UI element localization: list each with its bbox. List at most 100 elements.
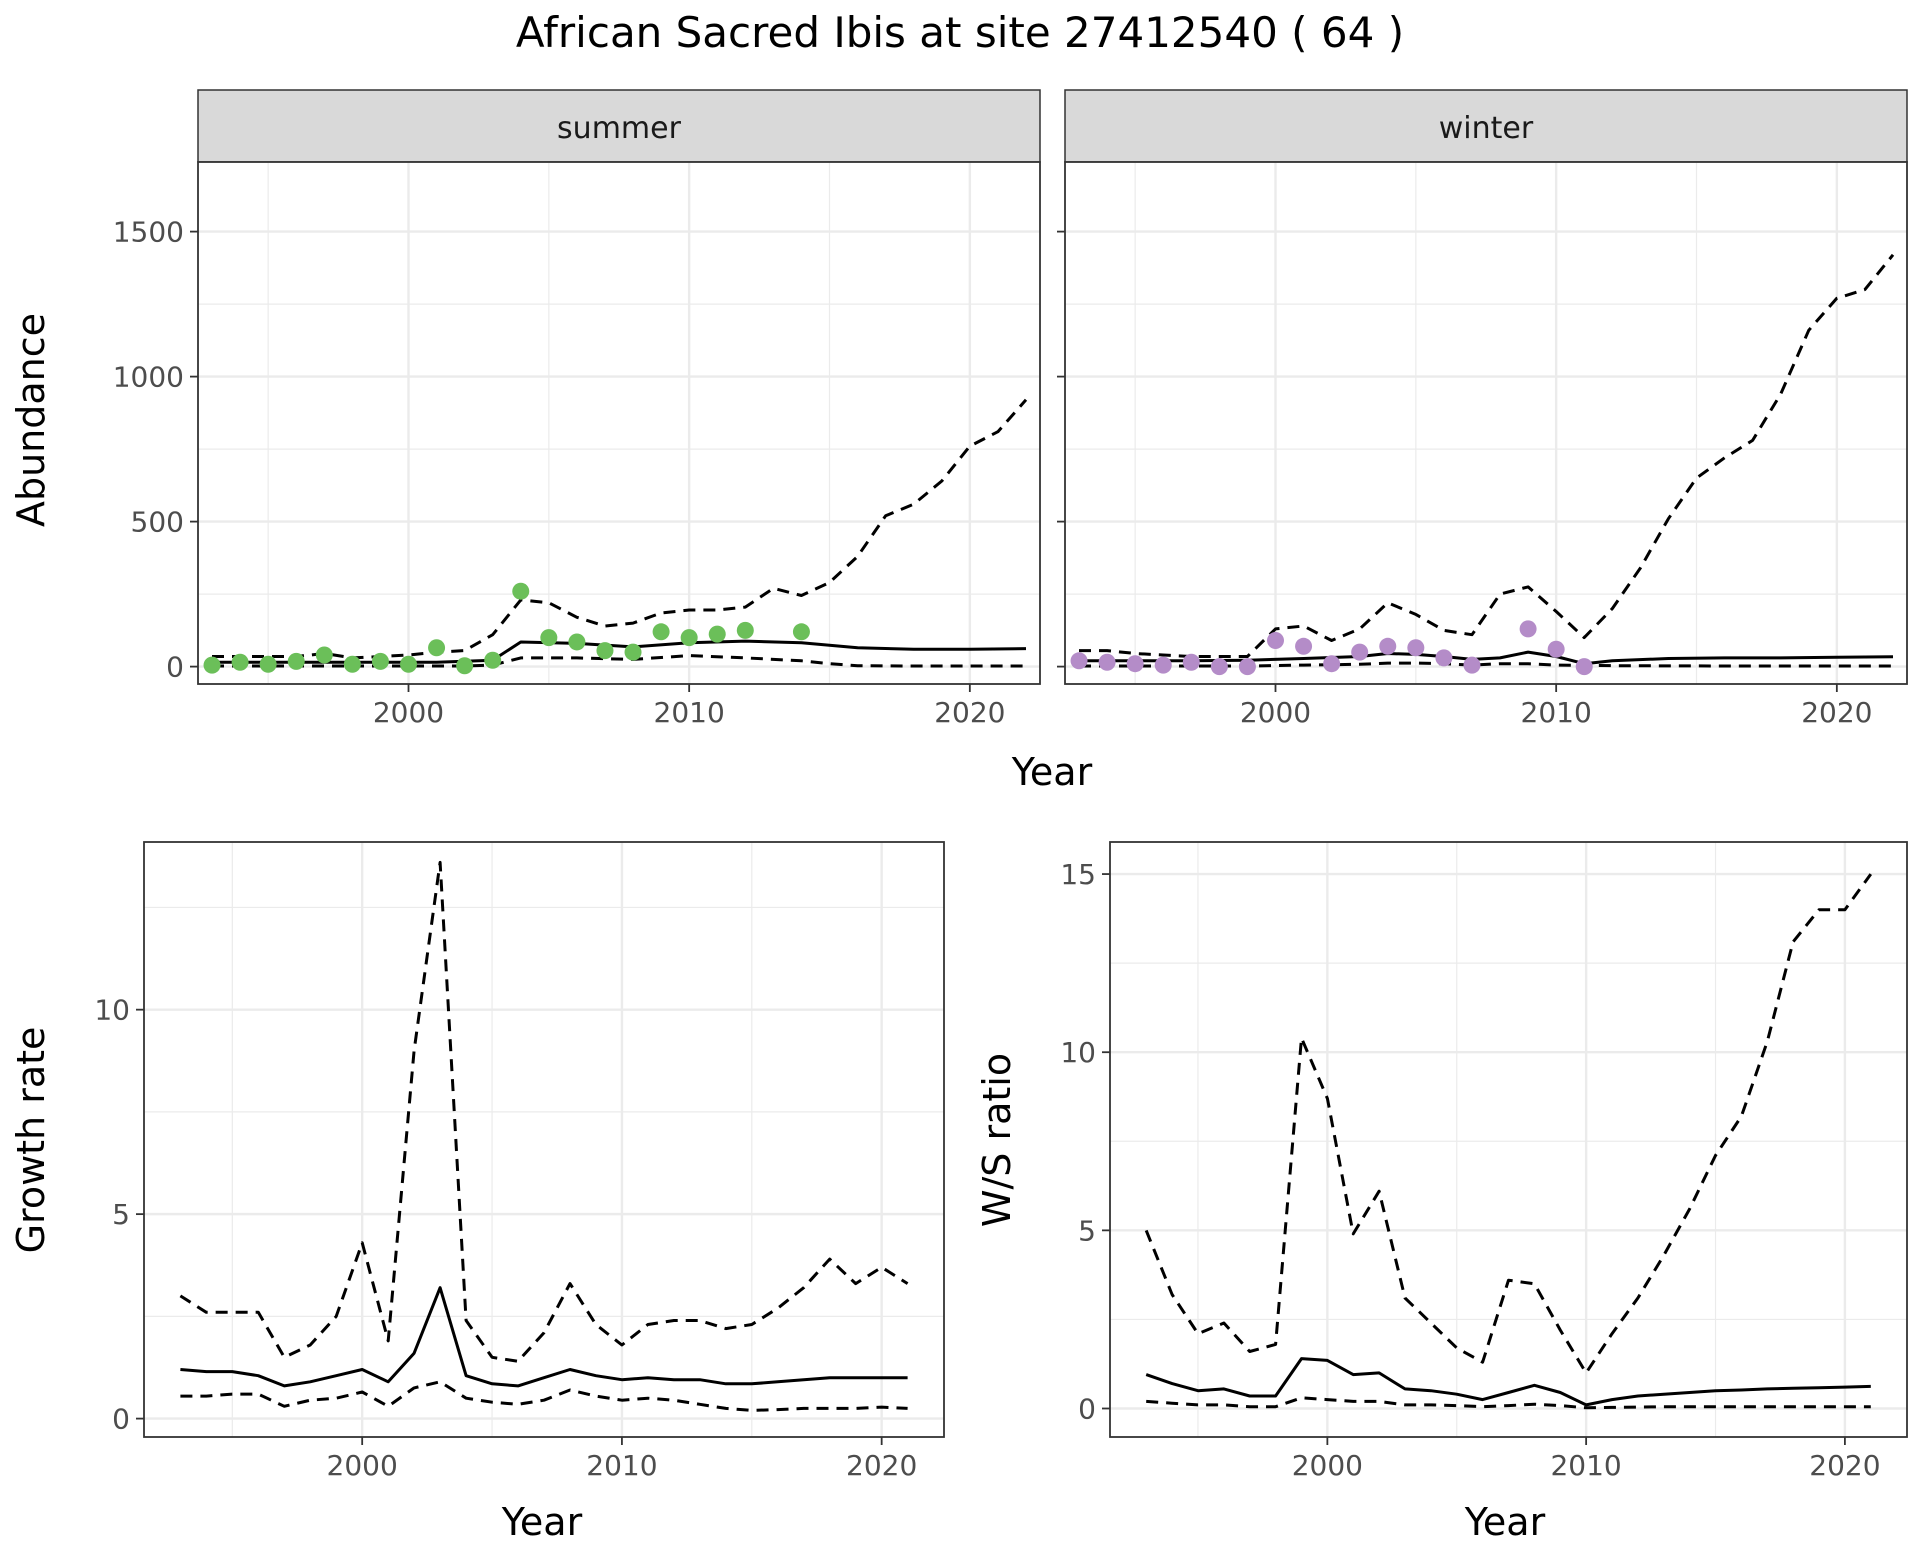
summer-data-point <box>512 582 530 600</box>
figure-title: African Sacred Ibis at site 27412540 ( 6… <box>516 8 1404 57</box>
summer-data-point <box>371 652 389 670</box>
summer-data-point <box>259 655 277 673</box>
growth-x-tick-label: 2020 <box>846 1449 917 1482</box>
summer-data-point <box>287 652 305 670</box>
summer-data-point <box>652 623 670 641</box>
winter-data-point <box>1575 658 1593 676</box>
winter-x-tick-label: 2020 <box>1801 696 1872 729</box>
summer-data-point <box>315 646 333 664</box>
ratio-x-tick-label: 2020 <box>1809 1449 1880 1482</box>
abundance-y-axis-label: Abundance <box>9 313 53 527</box>
growth-y-tick-label: 0 <box>112 1403 130 1436</box>
ratio-y-tick-label: 0 <box>1078 1392 1096 1425</box>
summer-x-tick-label: 2000 <box>373 696 444 729</box>
summer-data-point <box>624 643 642 661</box>
summer-y-tick-label: 0 <box>166 651 184 684</box>
ratio-bound-line-2 <box>1146 1396 1871 1410</box>
growth-y-tick-label: 5 <box>112 1198 130 1231</box>
growth-plot-background <box>144 842 944 1437</box>
growth-plot-area: 2000 2010 2020 0 5 10 <box>94 841 945 1482</box>
ratio-y-axis-label: W/S ratio <box>975 1053 1019 1227</box>
ratio-bound-line-1 <box>1144 873 1873 1375</box>
winter-mean-line <box>1079 650 1894 666</box>
growth-x-axis-label: Year <box>501 1500 583 1544</box>
summer-bound-line-1 <box>212 398 1028 660</box>
winter-data-point <box>1126 655 1144 673</box>
winter-data-point <box>1267 632 1284 649</box>
summer-data-point <box>568 633 586 651</box>
growth-y-axis-label: Growth rate <box>9 1027 53 1254</box>
ws-ratio-panel: 2000 2010 2020 0 5 10 15 <box>1060 841 1908 1482</box>
ratio-plot-background <box>1110 842 1907 1437</box>
winter-data-point <box>1182 653 1200 671</box>
growth-mean-line <box>180 1286 908 1388</box>
winter-data-point <box>1238 658 1256 676</box>
winter-data-point <box>1154 656 1172 674</box>
growth-x-tick-label: 2000 <box>327 1449 398 1482</box>
summer-data-point <box>231 653 249 671</box>
summer-data-point <box>484 651 502 669</box>
summer-plot-background <box>198 162 1040 684</box>
ratio-y-tick-label: 15 <box>1060 858 1096 891</box>
summer-panel: summer 2000 2010 2020 0 500 1000 1500 <box>113 89 1041 729</box>
summer-y-tick-label: 1000 <box>113 361 184 394</box>
summer-data-point <box>708 625 726 643</box>
summer-x-tick-label: 2010 <box>654 696 725 729</box>
summer-data-point <box>400 655 417 673</box>
summer-x-tick-label: 2020 <box>934 696 1005 729</box>
ratio-y-tick-label: 10 <box>1060 1036 1096 1069</box>
growth-y-tick-label: 10 <box>94 994 130 1027</box>
summer-data-point <box>540 629 558 647</box>
ratio-mean-line <box>1145 1357 1871 1407</box>
summer-bound-line-2 <box>212 654 1026 668</box>
winter-data-point <box>1547 640 1565 658</box>
summer-data-point <box>203 656 221 674</box>
abundance-x-axis-label: Year <box>1011 750 1093 794</box>
winter-data-point <box>1463 656 1481 674</box>
summer-data-point <box>343 655 361 673</box>
summer-plot-border <box>197 161 1041 685</box>
ratio-x-tick-label: 2010 <box>1550 1449 1621 1482</box>
winter-strip-label: winter <box>1439 111 1534 146</box>
summer-strip <box>197 89 1041 163</box>
winter-data-point <box>1098 653 1116 671</box>
summer-strip-label: summer <box>557 111 682 146</box>
ratio-plot-border <box>1109 841 1908 1438</box>
winter-data-point <box>1210 658 1228 676</box>
winter-data-point <box>1519 620 1537 638</box>
growth-plot-border <box>143 841 945 1438</box>
winter-panel: winter 2000 2010 2020 <box>1057 89 1908 729</box>
summer-plot-area: 2000 2010 2020 0 500 1000 1500 <box>113 161 1041 729</box>
winter-x-tick-label: 2000 <box>1240 696 1311 729</box>
summer-data-point <box>736 621 754 639</box>
summer-y-tick-label: 1500 <box>113 216 184 249</box>
summer-data-point <box>680 629 698 647</box>
winter-data-point <box>1351 643 1369 661</box>
growth-bound-line-2 <box>180 1380 908 1412</box>
winter-data-point <box>1070 652 1088 670</box>
ratio-x-tick-label: 2000 <box>1292 1449 1363 1482</box>
winter-data-point <box>1379 637 1397 655</box>
winter-bound-line-2 <box>1079 661 1893 668</box>
summer-data-point <box>596 642 614 660</box>
ratio-y-tick-label: 5 <box>1078 1214 1096 1247</box>
winter-plot-border <box>1064 161 1908 685</box>
growth-bound-line-1 <box>179 860 909 1363</box>
growth-rate-panel: 2000 2010 2020 0 5 10 <box>94 841 945 1482</box>
summer-data-point <box>792 623 810 641</box>
winter-x-tick-label: 2010 <box>1521 696 1592 729</box>
winter-plot-area: 2000 2010 2020 <box>1057 161 1908 729</box>
winter-data-point <box>1435 649 1453 667</box>
winter-data-point <box>1407 639 1425 657</box>
ratio-plot-area: 2000 2010 2020 0 5 10 15 <box>1060 841 1908 1482</box>
summer-data-point <box>428 639 446 657</box>
winter-data-point <box>1295 637 1313 655</box>
winter-plot-background <box>1065 162 1907 684</box>
ratio-x-axis-label: Year <box>1464 1500 1546 1544</box>
growth-x-tick-label: 2010 <box>586 1449 657 1482</box>
summer-data-point <box>456 657 474 675</box>
winter-strip <box>1064 89 1908 163</box>
summer-y-tick-label: 500 <box>131 506 184 539</box>
winter-data-point <box>1323 655 1341 673</box>
